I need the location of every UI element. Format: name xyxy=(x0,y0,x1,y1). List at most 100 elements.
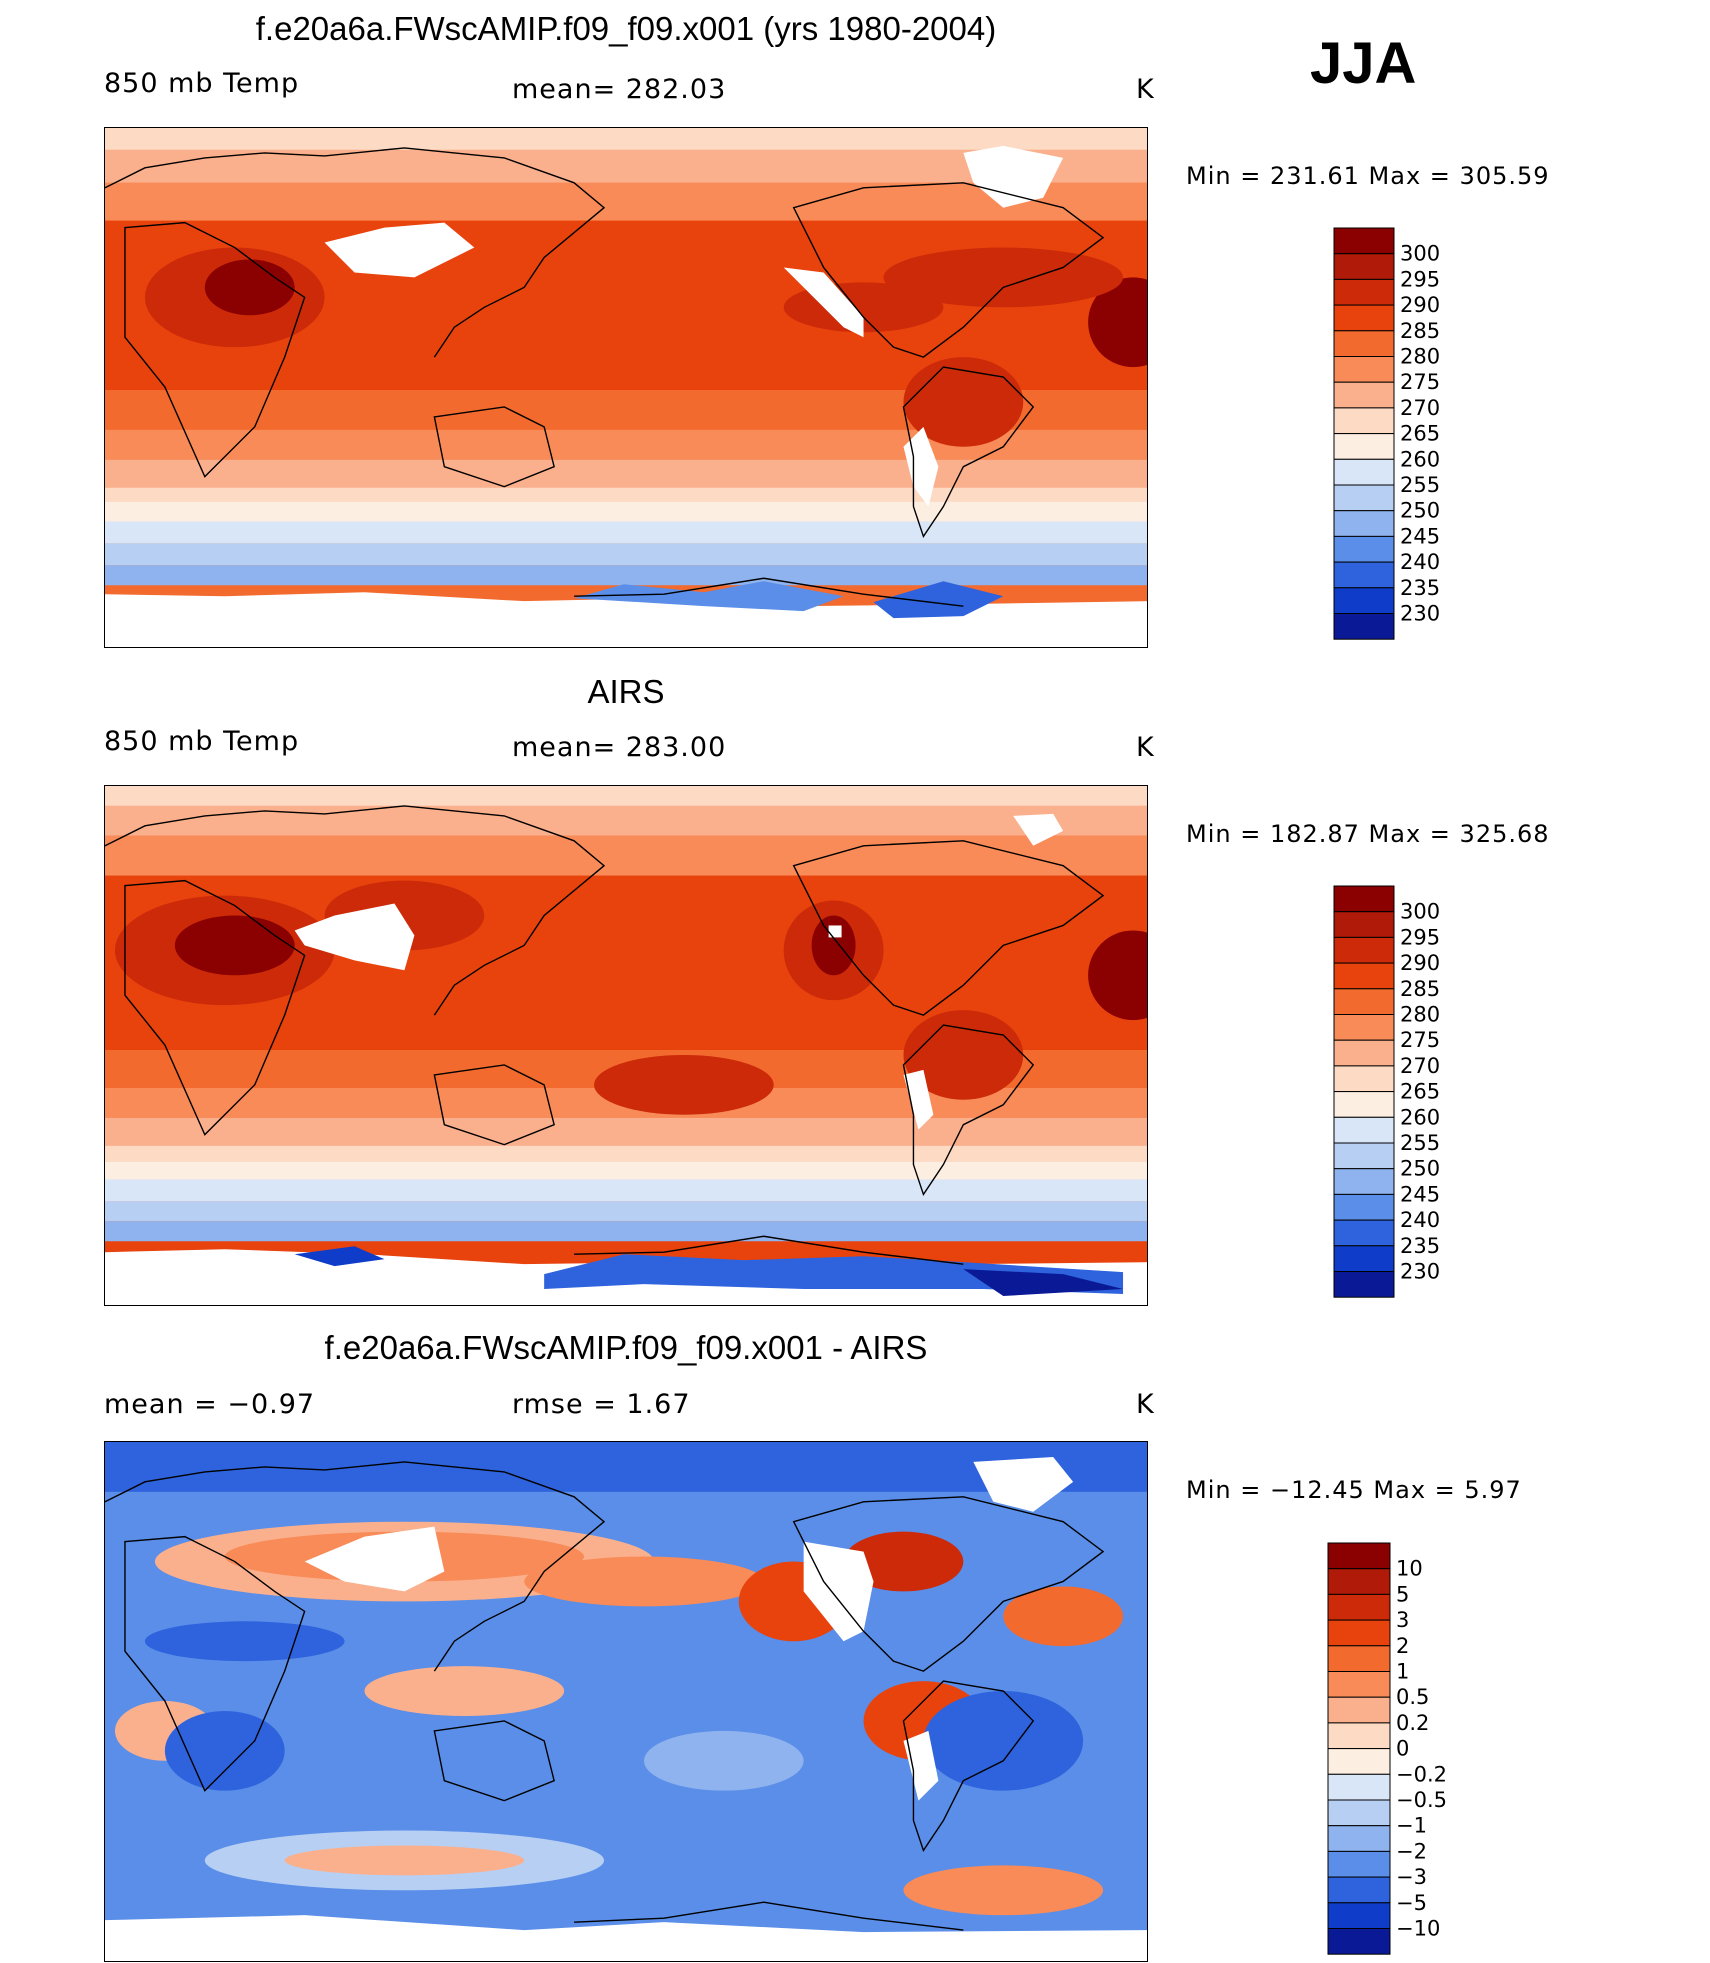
colorbar-swatch xyxy=(1327,1645,1391,1673)
panel-1-colorbar-svg: 3002952902852802752702652602552502452402… xyxy=(1333,227,1440,640)
colorbar-tick-label: 5 xyxy=(1396,1582,1409,1606)
colorbar-swatch xyxy=(1333,330,1395,358)
colorbar-swatch xyxy=(1333,1039,1395,1067)
panel-2-mean-label: mean= 283.00 xyxy=(512,732,727,763)
colorbar-tick-label: 285 xyxy=(1400,977,1440,1001)
colorbar-swatch xyxy=(1333,962,1395,990)
colorbar-tick-label: 260 xyxy=(1400,447,1440,471)
colorbar-swatch xyxy=(1327,1773,1391,1801)
colorbar-tick-label: 260 xyxy=(1400,1105,1440,1129)
colorbar-swatch xyxy=(1333,253,1395,280)
colorbar-swatch xyxy=(1333,1091,1395,1118)
panel-3-map xyxy=(104,1441,1148,1962)
panel-3-minmax: Min = −12.45 Max = 5.97 xyxy=(1186,1476,1522,1504)
colorbar-tick-label: 235 xyxy=(1400,576,1440,600)
colorbar-tick-label: 265 xyxy=(1400,422,1440,446)
colorbar-swatch xyxy=(1327,1696,1391,1724)
panel-1-minmax: Min = 231.61 Max = 305.59 xyxy=(1186,162,1550,190)
colorbar-swatch xyxy=(1333,433,1395,460)
colorbar-swatch xyxy=(1333,407,1395,435)
colorbar-swatch xyxy=(1333,613,1395,640)
colorbar-tick-label: 280 xyxy=(1400,345,1440,369)
colorbar-swatch xyxy=(1327,1928,1391,1955)
panel-1-title: f.e20a6a.FWscAMIP.f09_f09.x001 (yrs 1980… xyxy=(255,10,997,47)
colorbar-swatch xyxy=(1327,1825,1391,1852)
colorbar-swatch xyxy=(1333,458,1395,486)
colorbar-swatch xyxy=(1333,356,1395,383)
colorbar-tick-label: 295 xyxy=(1400,925,1440,949)
colorbar-tick-label: 0.2 xyxy=(1396,1711,1429,1735)
colorbar-swatch xyxy=(1327,1568,1391,1595)
colorbar-swatch xyxy=(1333,1271,1395,1298)
colorbar-tick-label: 275 xyxy=(1400,370,1440,394)
colorbar-swatch xyxy=(1327,1876,1391,1904)
colorbar-swatch xyxy=(1333,1116,1395,1144)
colorbar-tick-label: 275 xyxy=(1400,1028,1440,1052)
colorbar-tick-label: 290 xyxy=(1400,951,1440,975)
panel-1-units-label: K xyxy=(1136,74,1155,105)
colorbar-tick-label: −0.2 xyxy=(1396,1762,1447,1786)
colorbar-swatch xyxy=(1333,1014,1395,1041)
season-label: JJA xyxy=(1310,31,1417,96)
panel-2-minmax: Min = 182.87 Max = 325.68 xyxy=(1186,820,1550,848)
colorbar-tick-label: 290 xyxy=(1400,293,1440,317)
colorbar-tick-label: 0.5 xyxy=(1396,1685,1429,1709)
colorbar-swatch xyxy=(1333,911,1395,938)
colorbar-swatch xyxy=(1333,561,1395,589)
colorbar-swatch xyxy=(1333,936,1395,964)
panel-1-mean-label: mean= 282.03 xyxy=(512,74,727,105)
panel-1-colorbar: 300 295 290 285 280 275 270 265 260 255 250 245 240 2… xyxy=(1333,227,1474,644)
colorbar-tick-label: −1 xyxy=(1396,1814,1427,1838)
panel-2-units-label: K xyxy=(1136,732,1155,763)
colorbar-tick-label: 245 xyxy=(1400,524,1440,548)
colorbar-swatch xyxy=(1327,1722,1391,1750)
colorbar-swatch xyxy=(1327,1542,1391,1570)
colorbar-swatch xyxy=(1333,484,1395,512)
colorbar-tick-label: 240 xyxy=(1400,1208,1440,1232)
colorbar-tick-label: −10 xyxy=(1396,1917,1440,1941)
colorbar-swatch xyxy=(1333,381,1395,409)
colorbar-tick-label: −5 xyxy=(1396,1891,1427,1915)
colorbar-swatch xyxy=(1333,510,1395,537)
colorbar-tick-label: 250 xyxy=(1400,499,1440,523)
colorbar-swatch xyxy=(1333,1065,1395,1093)
colorbar-swatch xyxy=(1333,1245,1395,1272)
panel-2-colorbar: 300 295 290 285 280 275 270 265 260 255 250 245 240 2… xyxy=(1333,885,1474,1302)
colorbar-tick-label: 250 xyxy=(1400,1157,1440,1181)
colorbar-tick-label: 240 xyxy=(1400,550,1440,574)
colorbar-tick-label: 255 xyxy=(1400,1131,1440,1155)
colorbar-swatch xyxy=(1333,278,1395,306)
colorbar-swatch xyxy=(1327,1671,1391,1698)
colorbar-tick-label: 235 xyxy=(1400,1234,1440,1258)
colorbar-swatch xyxy=(1333,1168,1395,1195)
colorbar-swatch xyxy=(1327,1902,1391,1929)
panel-3-units-label: K xyxy=(1136,1389,1155,1420)
colorbar-tick-label: 0 xyxy=(1396,1737,1409,1761)
colorbar-swatch xyxy=(1327,1593,1391,1621)
colorbar-tick-label: 245 xyxy=(1400,1182,1440,1206)
colorbar-swatch xyxy=(1333,1142,1395,1170)
colorbar-tick-label: 270 xyxy=(1400,1054,1440,1078)
colorbar-swatch xyxy=(1333,988,1395,1016)
colorbar-swatch xyxy=(1333,227,1395,255)
colorbar-tick-label: −2 xyxy=(1396,1839,1427,1863)
colorbar-tick-label: 1 xyxy=(1396,1660,1409,1684)
panel-2-variable-label: 850 mb Temp xyxy=(104,726,300,757)
colorbar-tick-label: 3 xyxy=(1396,1608,1409,1632)
colorbar-tick-label: 2 xyxy=(1396,1634,1409,1658)
panel-2-title: AIRS xyxy=(587,673,665,710)
colorbar-swatch xyxy=(1333,1219,1395,1247)
panel-3-title: f.e20a6a.FWscAMIP.f09_f09.x001 - AIRS xyxy=(324,1329,928,1366)
colorbar-swatch xyxy=(1333,304,1395,332)
colorbar-tick-label: 300 xyxy=(1400,242,1440,266)
colorbar-swatch xyxy=(1333,535,1395,563)
panel-2-colorbar-svg: 3002952902852802752702652602552502452402… xyxy=(1333,885,1440,1298)
colorbar-tick-label: 265 xyxy=(1400,1080,1440,1104)
panel-3-rmse-label: rmse = 1.67 xyxy=(512,1389,691,1420)
panel-3-colorbar: 10 5 3 2 1 0.5 0.2 0 −0.2 −0.5 −1 −2 −3 −5 −10 xyxy=(1327,1542,1468,1959)
colorbar-tick-label: 300 xyxy=(1400,900,1440,924)
colorbar-tick-label: 280 xyxy=(1400,1003,1440,1027)
colorbar-tick-label: 255 xyxy=(1400,473,1440,497)
panel-1-variable-label: 850 mb Temp xyxy=(104,68,300,99)
colorbar-tick-label: 230 xyxy=(1400,1260,1440,1284)
